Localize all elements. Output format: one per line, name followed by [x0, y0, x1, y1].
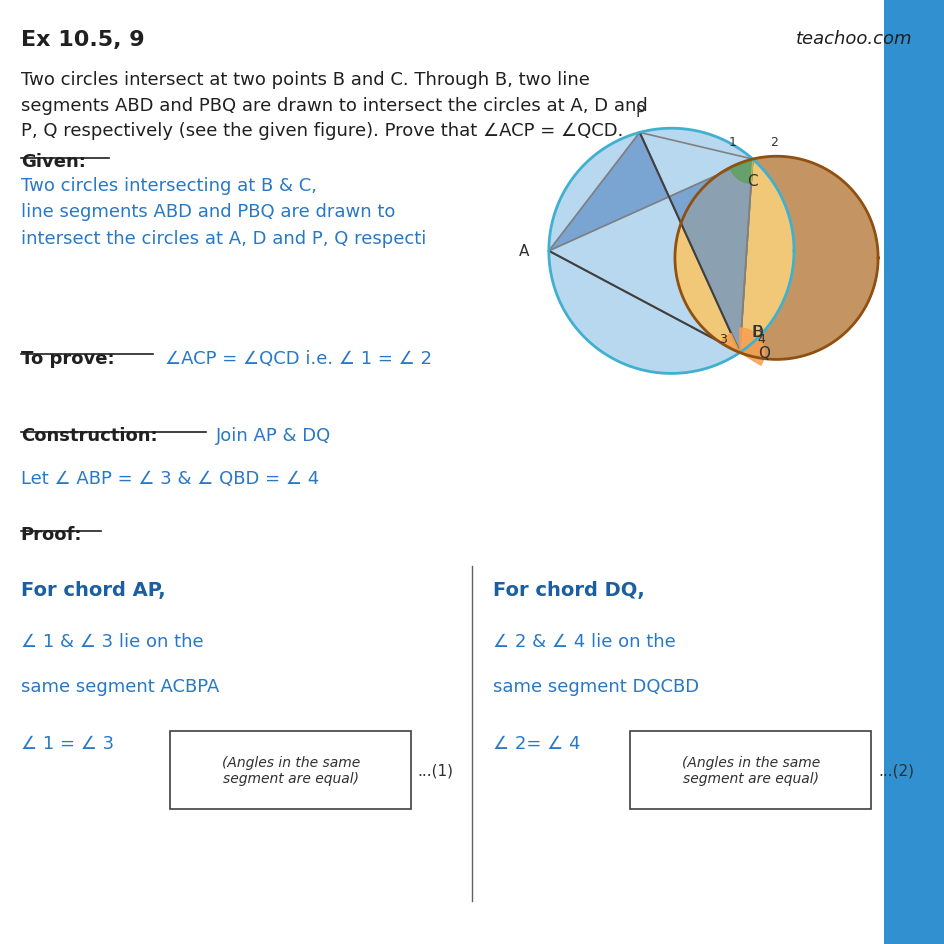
Text: ∠ 1 & ∠ 3 lie on the: ∠ 1 & ∠ 3 lie on the — [21, 632, 203, 650]
Text: A: A — [518, 244, 529, 259]
Text: teachoo.com: teachoo.com — [795, 30, 911, 48]
Wedge shape — [730, 160, 752, 184]
Text: ∠ 2= ∠ 4: ∠ 2= ∠ 4 — [493, 734, 581, 752]
Text: D: D — [750, 325, 763, 340]
Polygon shape — [739, 157, 877, 360]
Text: Two circles intersect at two points B and C. Through B, two line
segments ABD an: Two circles intersect at two points B an… — [21, 71, 647, 140]
Text: Proof:: Proof: — [21, 526, 82, 544]
Text: 4: 4 — [756, 332, 765, 346]
Text: ...(1): ...(1) — [417, 763, 453, 778]
Wedge shape — [739, 329, 764, 365]
Text: ∠ 2 & ∠ 4 lie on the: ∠ 2 & ∠ 4 lie on the — [493, 632, 675, 650]
Text: (Angles in the same
segment are equal): (Angles in the same segment are equal) — [222, 755, 360, 785]
Polygon shape — [674, 157, 877, 360]
Wedge shape — [750, 160, 752, 184]
Text: To prove:: To prove: — [21, 349, 114, 367]
Text: same segment ACBPA: same segment ACBPA — [21, 677, 219, 695]
Text: ∠ACP = ∠QCD i.e. ∠ 1 = ∠ 2: ∠ACP = ∠QCD i.e. ∠ 1 = ∠ 2 — [165, 349, 432, 367]
Polygon shape — [739, 160, 752, 353]
Text: ∠ 1 = ∠ 3: ∠ 1 = ∠ 3 — [21, 734, 114, 752]
Text: Let ∠ ABP = ∠ 3 & ∠ QBD = ∠ 4: Let ∠ ABP = ∠ 3 & ∠ QBD = ∠ 4 — [21, 469, 319, 487]
Wedge shape — [720, 334, 739, 353]
Text: same segment DQCBD: same segment DQCBD — [493, 677, 699, 695]
FancyBboxPatch shape — [630, 732, 870, 809]
Text: 2: 2 — [769, 136, 777, 149]
Polygon shape — [548, 129, 793, 374]
Text: (Angles in the same
segment are equal): (Angles in the same segment are equal) — [682, 755, 819, 785]
Text: 1: 1 — [728, 136, 735, 149]
FancyBboxPatch shape — [170, 732, 411, 809]
Text: Two circles intersecting at B & C,
line segments ABD and PBQ are drawn to
inters: Two circles intersecting at B & C, line … — [21, 177, 426, 247]
Text: Given:: Given: — [21, 153, 86, 171]
Text: For chord AP,: For chord AP, — [21, 581, 165, 599]
Polygon shape — [548, 133, 752, 353]
Text: For chord DQ,: For chord DQ, — [493, 581, 645, 599]
Text: Construction:: Construction: — [21, 427, 158, 445]
Text: ...(2): ...(2) — [878, 763, 914, 778]
Text: Ex 10.5, 9: Ex 10.5, 9 — [21, 30, 144, 50]
FancyBboxPatch shape — [883, 0, 944, 944]
Text: Q: Q — [758, 346, 769, 361]
Text: Join AP & DQ: Join AP & DQ — [215, 427, 330, 445]
Text: 3: 3 — [718, 332, 726, 346]
Text: P: P — [634, 105, 644, 120]
Text: B: B — [751, 325, 762, 340]
Text: C: C — [747, 174, 757, 189]
